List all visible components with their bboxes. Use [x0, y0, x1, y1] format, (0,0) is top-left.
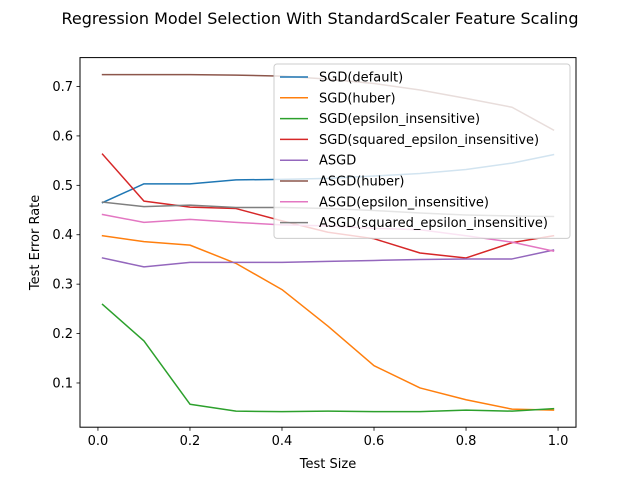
- series-line-2: [101, 303, 555, 413]
- x-tick-label: 0.6: [364, 434, 385, 449]
- x-tick-label: 0.2: [180, 434, 201, 449]
- legend-label-5: ASGD(huber): [319, 175, 404, 190]
- series-line-1: [101, 234, 555, 411]
- y-tick-label: 0.4: [52, 228, 73, 243]
- legend-label-0: SGD(default): [319, 71, 403, 86]
- legend-label-7: ASGD(squared_epsilon_insensitive): [319, 216, 548, 231]
- y-axis-label: Test Error Rate: [28, 195, 43, 291]
- legend-label-6: ASGD(epsilon_insensitive): [319, 195, 489, 210]
- x-tick-label: 1.0: [548, 434, 569, 449]
- y-tick-label: 0.2: [52, 327, 73, 342]
- legend-box: [273, 63, 571, 239]
- legend-label-4: ASGD: [319, 154, 356, 169]
- y-axis: 0.1 0.2 0.3 0.4 0.5 0.6 0.7: [52, 80, 80, 391]
- x-axis-label: Test Size: [299, 457, 356, 472]
- y-tick-label: 0.6: [52, 129, 73, 144]
- y-tick-label: 0.5: [52, 179, 73, 194]
- legend-label-3: SGD(squared_epsilon_insensitive): [319, 133, 539, 148]
- chart-title: Regression Model Selection With Standard…: [62, 9, 579, 28]
- legend-label-2: SGD(epsilon_insensitive): [319, 112, 480, 127]
- x-axis: 0.0 0.2 0.4 0.6 0.8 1.0: [88, 427, 569, 449]
- x-tick-label: 0.4: [272, 434, 293, 449]
- x-tick-label: 0.8: [456, 434, 477, 449]
- plot-frame: [79, 57, 577, 428]
- y-tick-label: 0.1: [52, 376, 73, 391]
- legend: SGD(default) SGD(huber) SGD(epsilon_insens…: [273, 63, 571, 239]
- series-line-4: [101, 249, 555, 268]
- legend-label-1: SGD(huber): [319, 91, 396, 106]
- x-tick-label: 0.0: [88, 434, 109, 449]
- y-tick-label: 0.7: [52, 80, 73, 95]
- y-tick-label: 0.3: [52, 278, 73, 293]
